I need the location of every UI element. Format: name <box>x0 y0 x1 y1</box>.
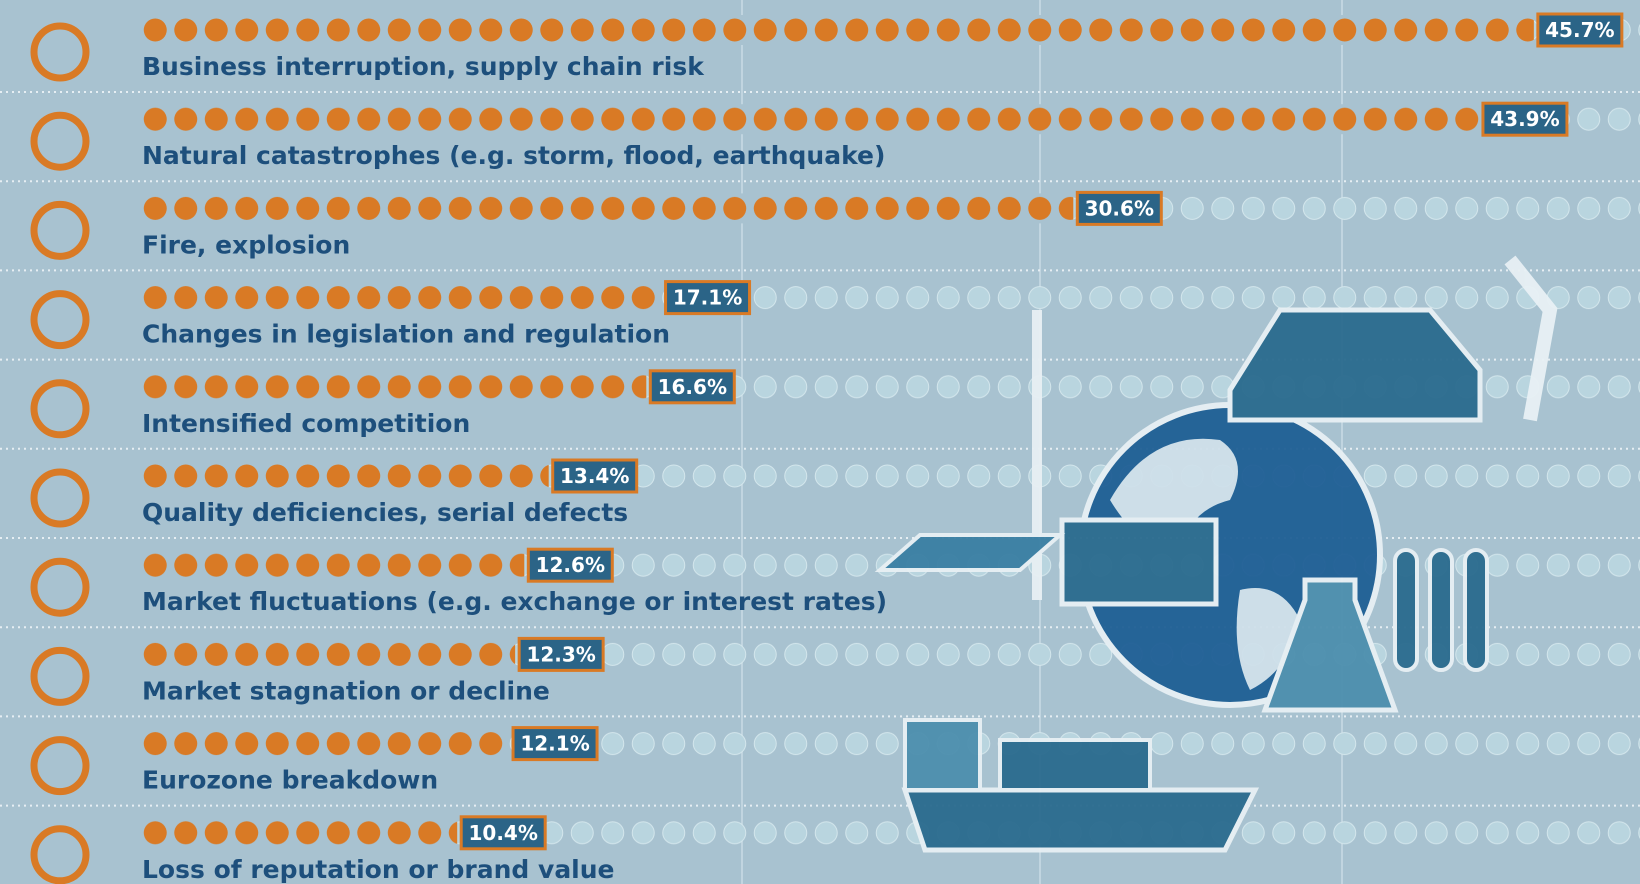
value-label: 13.4% <box>560 464 629 488</box>
value-label: 16.6% <box>658 375 727 399</box>
value-label: 12.6% <box>536 553 605 577</box>
category-label: Quality deficiencies, serial defects <box>142 498 628 527</box>
value-label: 45.7% <box>1545 18 1614 42</box>
icon-shape <box>30 646 90 706</box>
category-label: Natural catastrophes (e.g. storm, flood,… <box>142 141 885 170</box>
category-label: Changes in legislation and regulation <box>142 320 670 349</box>
row-icon <box>30 111 90 171</box>
icon-shape <box>30 825 90 884</box>
category-label: Market stagnation or decline <box>142 676 550 705</box>
value-label: 12.3% <box>526 642 595 666</box>
bar <box>140 639 516 670</box>
icon-shape <box>30 200 90 260</box>
icon-shape <box>30 379 90 439</box>
value-box <box>1536 12 1624 48</box>
value-label: 10.4% <box>469 821 538 845</box>
icon-shape <box>30 468 90 528</box>
value-label: 17.1% <box>673 286 742 310</box>
value-box <box>517 636 605 672</box>
bar <box>140 193 1074 224</box>
value-box <box>526 547 614 583</box>
row-icon <box>30 22 90 82</box>
icon-shape <box>30 111 90 171</box>
row-icon <box>30 557 90 617</box>
bar <box>140 550 525 581</box>
value-box <box>1481 101 1569 137</box>
value-box <box>664 280 752 316</box>
bar <box>140 104 1479 135</box>
value-label: 43.9% <box>1490 107 1559 131</box>
bar <box>140 728 510 759</box>
bar <box>140 371 647 402</box>
bar <box>140 817 458 848</box>
row-icon <box>30 200 90 260</box>
illustration <box>874 255 1558 853</box>
category-label: Loss of reputation or brand value <box>142 855 615 884</box>
category-label: Fire, explosion <box>142 230 350 259</box>
icon-shape <box>30 290 90 350</box>
bar <box>140 15 1534 45</box>
bar <box>140 282 662 313</box>
value-box <box>1075 190 1163 226</box>
category-label: Business interruption, supply chain risk <box>142 52 705 81</box>
icon-shape <box>30 22 90 82</box>
value-box <box>551 458 639 494</box>
icon-shape <box>30 557 90 617</box>
value-box <box>459 815 547 851</box>
row-icon <box>30 825 90 884</box>
row-icon <box>30 290 90 350</box>
value-label: 12.1% <box>520 732 589 756</box>
bar <box>140 461 549 491</box>
value-label: 30.6% <box>1085 196 1154 220</box>
category-label: Market fluctuations (e.g. exchange or in… <box>142 587 887 616</box>
category-label: Eurozone breakdown <box>142 766 438 795</box>
row-icon <box>30 468 90 528</box>
row-icon <box>30 736 90 796</box>
row-icon <box>30 379 90 439</box>
value-box <box>511 726 599 762</box>
row-icon <box>30 646 90 706</box>
icon-shape <box>30 736 90 796</box>
value-box <box>648 369 736 405</box>
category-label: Intensified competition <box>142 409 470 438</box>
